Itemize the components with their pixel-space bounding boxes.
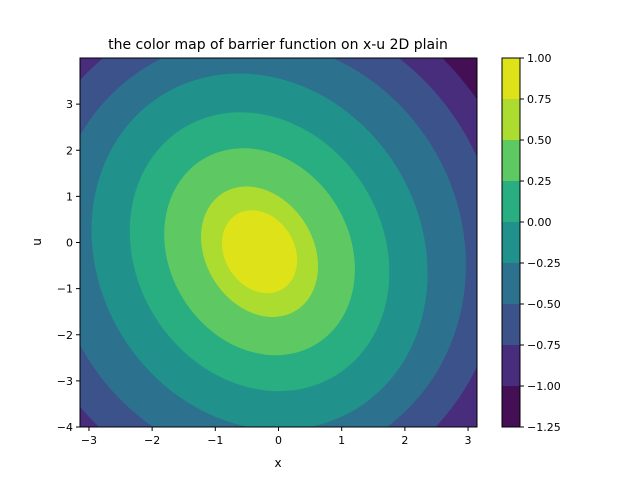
colorbar-tick-label: 0.00 [527,216,552,229]
colorbar-segment [502,304,520,345]
y-axis-label: u [30,238,44,246]
y-tick-label: 2 [66,144,73,157]
x-tick-label: −3 [81,434,97,447]
y-tick-label: −3 [57,375,73,388]
y-tick-label: −4 [57,421,73,434]
colorbar-segment [502,345,520,386]
x-tick-label: 1 [338,434,345,447]
colorbar-segment [502,99,520,140]
x-tick-label: 2 [401,434,408,447]
y-tick-label: −2 [57,329,73,342]
colorbar-tick-label: −1.00 [527,380,561,393]
colorbar-segment [502,263,520,304]
colorbar-tick-label: −0.25 [527,257,561,270]
x-axis-ticks: −3 −2 −1 0 1 2 3 [81,427,472,447]
x-tick-label: −1 [207,434,223,447]
colorbar-tick-label: 0.75 [527,93,552,106]
y-axis-ticks: −4 −3 −2 −1 0 1 2 3 [57,98,80,434]
colorbar-segment [502,222,520,263]
chart-title: the color map of barrier function on x-u… [108,37,448,53]
colorbar-tick-label: 0.50 [527,134,552,147]
x-tick-label: 0 [275,434,282,447]
y-tick-label: 1 [66,190,73,203]
y-tick-label: −1 [57,283,73,296]
y-tick-label: 3 [66,98,73,111]
colorbar-tick-label: 1.00 [527,52,552,65]
colorbar-segment [502,386,520,427]
x-tick-label: −2 [144,434,160,447]
colorbar-tick-label: −0.75 [527,339,561,352]
colorbar-segment [502,140,520,181]
colorbar [502,58,520,427]
colorbar-tick-label: −1.25 [527,421,561,434]
colorbar-ticks: −1.25 −1.00 −0.75 −0.50 −0.25 0.00 0.25 0.50 0.7… [520,52,561,434]
colorbar-segment [502,58,520,99]
colorbar-tick-label: −0.50 [527,298,561,311]
x-axis-label: x [274,456,281,470]
y-tick-label: 0 [66,237,73,250]
colorbar-tick-label: 0.25 [527,175,552,188]
colorbar-segment [502,181,520,222]
x-tick-label: 3 [465,434,472,447]
colorbar-frame [501,57,521,428]
contour-band-8 [222,210,298,294]
